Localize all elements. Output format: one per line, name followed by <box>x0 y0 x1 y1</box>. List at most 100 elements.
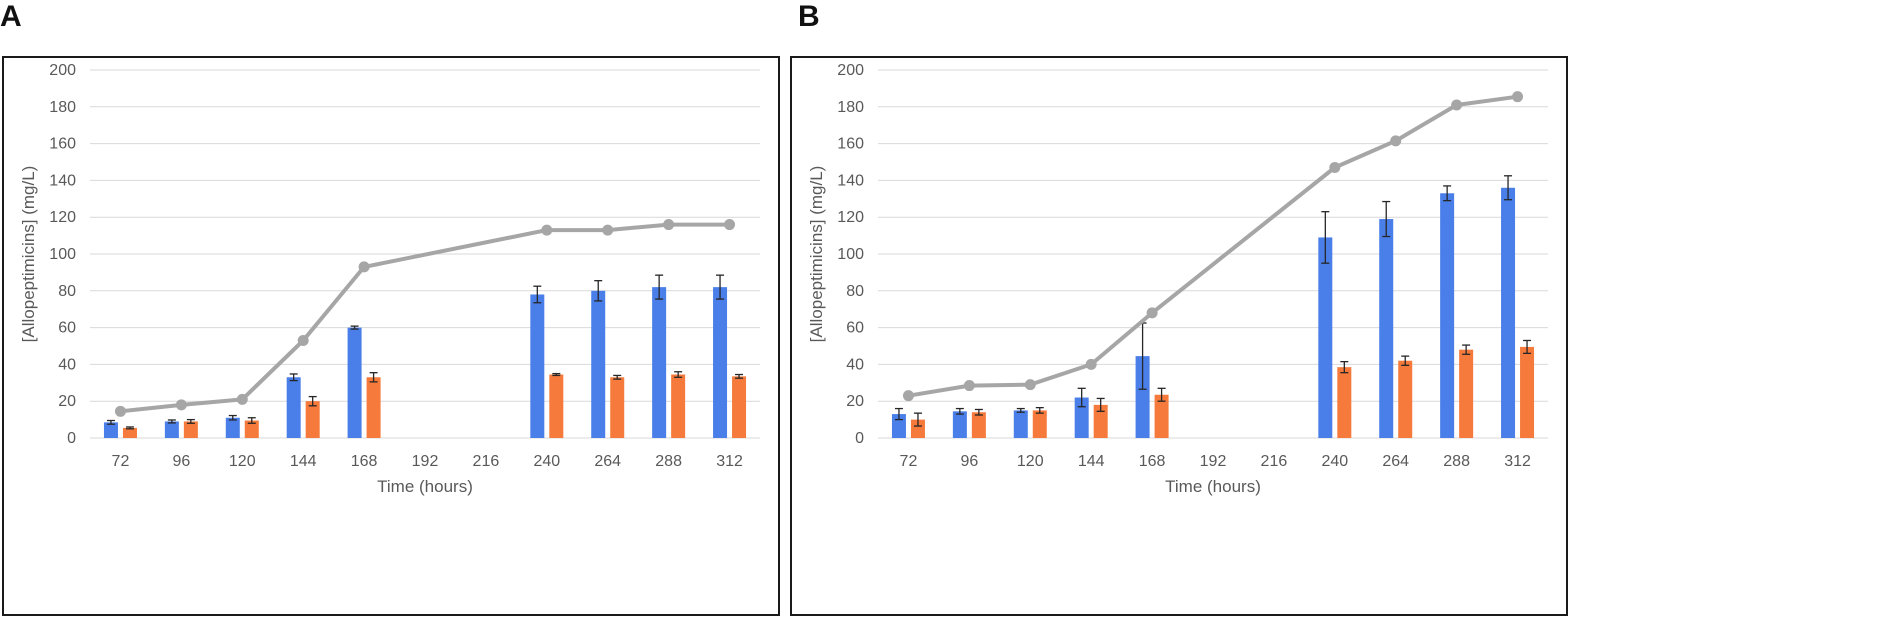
x-tick-label: 216 <box>1261 453 1288 470</box>
bar <box>286 377 301 438</box>
y-tick-label: 140 <box>837 172 864 189</box>
series-point <box>236 393 248 405</box>
y-tick-label: 0 <box>855 430 864 447</box>
x-tick-label: 120 <box>229 453 256 470</box>
panel-a-chart: 0 20 40 60 80 100 120 140 160 180 200 72 96 120 144 168… <box>2 56 780 616</box>
bar <box>671 374 686 438</box>
bar <box>1318 237 1333 438</box>
bar <box>1337 367 1352 438</box>
bar <box>1501 187 1516 438</box>
y-tick-label: 60 <box>58 320 76 337</box>
bar <box>1135 356 1150 438</box>
x-tick-label: 264 <box>594 453 621 470</box>
bar <box>305 401 320 438</box>
bar <box>366 377 381 438</box>
y-tick-label: 40 <box>846 356 864 373</box>
bar <box>652 287 667 438</box>
y-tick-label: 120 <box>837 209 864 226</box>
panel-b-chart: 0 20 40 60 80 100 120 140 160 180 200 72 96 120 144 168… <box>790 56 1568 616</box>
series-point <box>1085 358 1097 370</box>
y-tick-label: 160 <box>49 136 76 153</box>
bar <box>244 420 259 438</box>
series-point <box>175 399 187 411</box>
bar <box>1440 193 1455 438</box>
bar <box>971 412 986 438</box>
series-line <box>120 222 730 414</box>
panel-b-plot: 0 20 40 60 80 100 120 140 160 180 200 72 96 120 144 168… <box>807 62 1548 496</box>
bar <box>952 411 967 438</box>
bar <box>1459 349 1474 438</box>
x-tick-label: 120 <box>1017 453 1044 470</box>
bar <box>732 376 747 438</box>
bar <box>183 421 198 438</box>
series-point <box>297 334 309 346</box>
x-tick-label: 288 <box>655 453 682 470</box>
bar <box>347 327 362 438</box>
bar <box>610 377 625 438</box>
x-tick-label: 240 <box>533 453 560 470</box>
bar <box>713 287 728 438</box>
bar <box>530 294 545 438</box>
series-point <box>1146 307 1158 319</box>
x-tick-label: 168 <box>351 453 378 470</box>
bar <box>1398 360 1413 438</box>
x-tick-label: 144 <box>1078 453 1105 470</box>
y-tick-label: 200 <box>49 62 76 79</box>
bar <box>1520 346 1535 438</box>
x-tick-label: 264 <box>1382 453 1409 470</box>
x-tick-label: 72 <box>900 453 918 470</box>
y-tick-label: 80 <box>58 283 76 300</box>
panel-a-plot: 0 20 40 60 80 100 120 140 160 180 200 72 96 120 144 168… <box>19 62 760 496</box>
series-point <box>902 390 914 402</box>
x-axis-title: Time (hours) <box>1165 477 1261 496</box>
series-point <box>1024 379 1036 391</box>
y-tick-label: 20 <box>846 393 864 410</box>
series-line <box>908 94 1518 398</box>
bar <box>1093 404 1108 438</box>
panel-b-letter: B <box>798 0 820 33</box>
y-tick-label: 20 <box>58 393 76 410</box>
y-tick-label: 40 <box>58 356 76 373</box>
bar <box>164 421 179 438</box>
y-tick-label: 160 <box>837 136 864 153</box>
x-tick-label: 96 <box>172 453 190 470</box>
bar <box>1379 219 1394 438</box>
y-tick-label: 80 <box>846 283 864 300</box>
y-axis-title: [Allopeptimicins] (mg/L) <box>19 166 38 343</box>
x-tick-label: 192 <box>1200 453 1227 470</box>
y-tick-label: 180 <box>49 99 76 116</box>
y-tick-label: 180 <box>837 99 864 116</box>
y-tick-label: 0 <box>67 430 76 447</box>
series-point <box>541 224 553 236</box>
bar <box>225 417 240 438</box>
bar <box>1032 410 1047 438</box>
series-point <box>1329 162 1341 174</box>
x-tick-label: 192 <box>412 453 439 470</box>
series-point <box>602 224 614 236</box>
y-axis-title: [Allopeptimicins] (mg/L) <box>807 166 826 343</box>
series-point <box>1512 91 1524 103</box>
series-point <box>1390 135 1402 147</box>
series-point <box>114 405 126 417</box>
panel-a-letter: A <box>0 0 22 33</box>
y-tick-label: 200 <box>837 62 864 79</box>
series-point <box>358 261 370 273</box>
y-tick-label: 100 <box>837 246 864 263</box>
x-tick-label: 72 <box>112 453 130 470</box>
bar <box>549 374 564 438</box>
bar <box>1154 394 1169 438</box>
series-point <box>1451 99 1463 111</box>
bar <box>122 427 137 438</box>
bar <box>1013 410 1028 438</box>
series-point <box>963 380 975 392</box>
bar <box>910 419 925 438</box>
x-axis-title: Time (hours) <box>377 477 473 496</box>
x-tick-label: 144 <box>290 453 317 470</box>
y-tick-label: 120 <box>49 209 76 226</box>
bar <box>591 290 606 438</box>
y-tick-label: 100 <box>49 246 76 263</box>
x-tick-label: 240 <box>1321 453 1348 470</box>
x-tick-label: 312 <box>1504 453 1531 470</box>
x-tick-label: 96 <box>960 453 978 470</box>
x-tick-label: 168 <box>1139 453 1166 470</box>
